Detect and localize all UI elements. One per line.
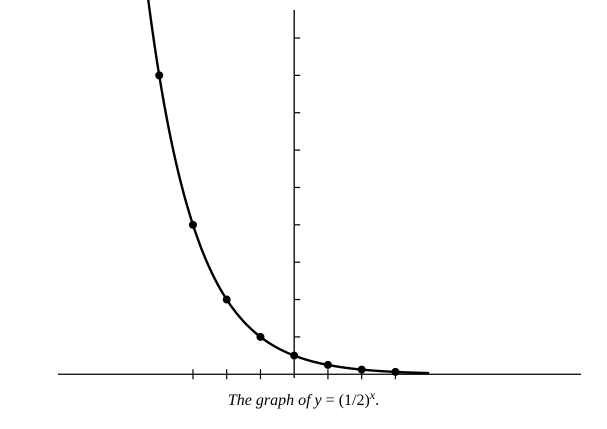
caption-eq: = bbox=[321, 392, 339, 409]
plot-area bbox=[58, 0, 581, 380]
data-point bbox=[155, 71, 164, 80]
figure-caption: The graph of y = (1/2)x. bbox=[0, 388, 607, 410]
data-points bbox=[155, 71, 400, 376]
caption-base: (1/2) bbox=[338, 392, 370, 409]
data-point bbox=[323, 360, 332, 369]
function-curve bbox=[147, 0, 430, 375]
axes bbox=[58, 10, 581, 378]
data-point bbox=[256, 332, 265, 341]
caption-suffix: . bbox=[375, 392, 380, 409]
data-point bbox=[391, 367, 400, 376]
data-point bbox=[357, 365, 366, 374]
axis-ticks bbox=[192, 37, 397, 380]
curve-layer bbox=[147, 0, 430, 375]
data-point bbox=[222, 295, 231, 304]
caption-lhs: y bbox=[314, 392, 322, 409]
caption-prefix: The graph of bbox=[227, 392, 315, 409]
data-point bbox=[188, 220, 197, 229]
data-point bbox=[290, 351, 299, 360]
caption-exponent: x bbox=[369, 388, 376, 402]
